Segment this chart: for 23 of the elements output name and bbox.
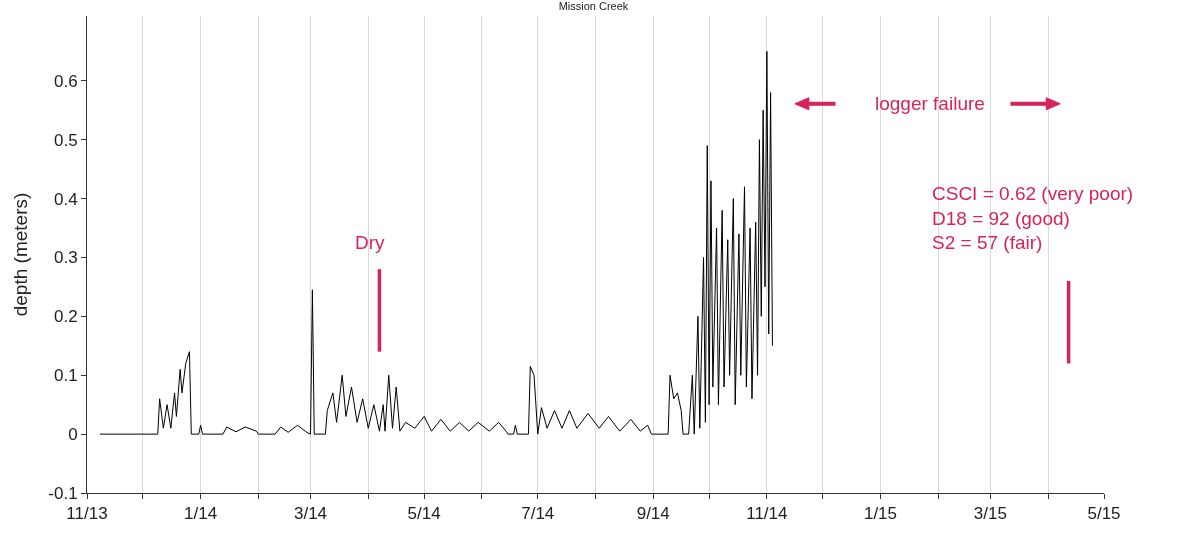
x-tick-label: 11/13 (66, 504, 108, 524)
x-tick-label: 11/14 (746, 504, 788, 524)
y-tick-label: 0.6 (53, 71, 78, 91)
y-tick-label: -0.1 (48, 483, 78, 503)
x-tick-label: 1/14 (184, 504, 218, 524)
x-tick-label: 5/15 (1087, 504, 1121, 524)
x-tick-label: 5/14 (407, 504, 441, 524)
y-tick-label: 0.4 (53, 189, 78, 209)
y-tick-label: 0.5 (53, 130, 78, 150)
x-tick-label: 1/15 (863, 504, 898, 524)
y-tick-label: 0.1 (53, 366, 78, 386)
chart-title: Mission Creek (558, 0, 629, 13)
annotation: Dry (355, 232, 386, 253)
y-tick-label: 0 (68, 425, 78, 445)
x-tick-label: 3/15 (973, 504, 1007, 524)
annotation: logger failure (875, 93, 985, 114)
annotation: CSCI = 0.62 (very poor) D18 = 92 (good) S2 = 57 (fair) (932, 183, 1134, 254)
x-tick-label: 9/14 (636, 504, 670, 524)
y-axis-title: depth (meters) (10, 192, 32, 317)
x-tick-label: 7/14 (521, 504, 555, 524)
y-tick-label: 0.3 (53, 248, 78, 268)
x-tick-label: 3/14 (293, 504, 328, 524)
y-tick-label: 0.2 (53, 307, 78, 327)
